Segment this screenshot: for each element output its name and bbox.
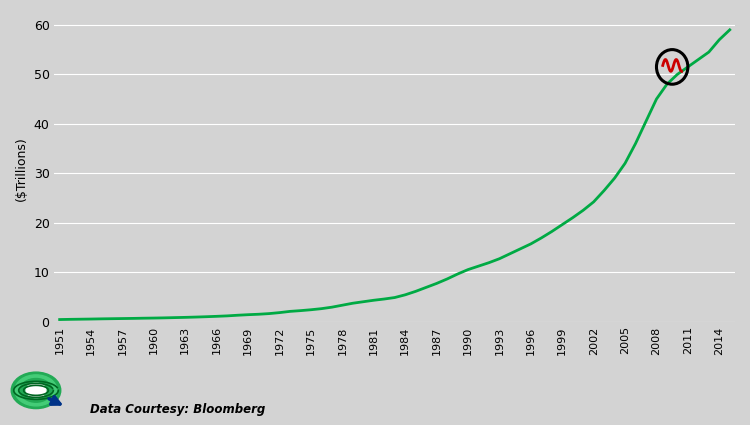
Text: Data Courtesy: Bloomberg: Data Courtesy: Bloomberg [90, 403, 266, 416]
Circle shape [20, 379, 52, 402]
Circle shape [15, 375, 57, 406]
Y-axis label: ($Trillions): ($Trillions) [15, 136, 28, 201]
Circle shape [11, 372, 61, 408]
Circle shape [26, 383, 46, 398]
